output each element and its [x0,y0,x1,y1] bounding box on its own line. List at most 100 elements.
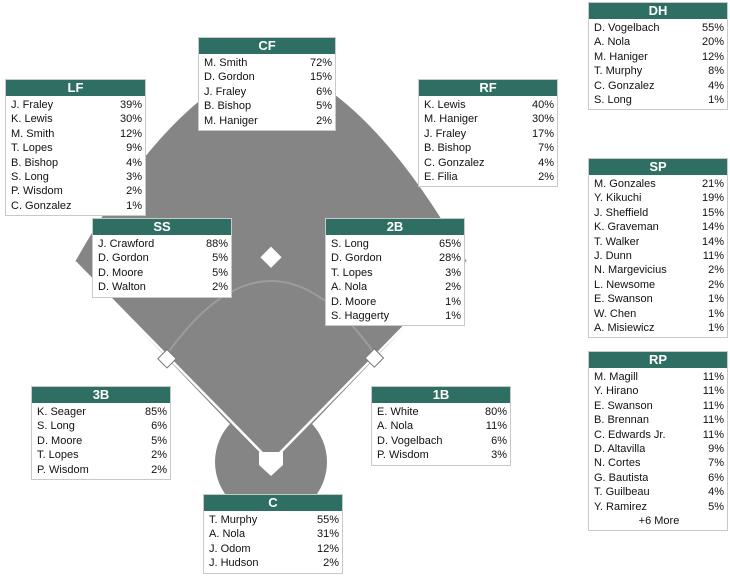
player-percentage: 6% [151,420,167,433]
player-list: K. Seager 85% S. Long 6% D. Moore 5% T. Lopes 2… [32,403,170,479]
player-row: M. Haniger 2% [204,114,332,128]
position-box-rf: RF K. Lewis 40% M. Haniger 30% J. Fraley 17% B… [418,79,558,188]
player-name: B. Bishop [204,100,252,113]
player-name: W. Chen [594,307,637,320]
player-name: K. Lewis [424,99,466,111]
player-row: A. Misiewicz 1% [594,321,724,335]
player-list: M. Magill 11% Y. Hirano 11% E. Swanson 11% B. … [589,368,727,530]
player-row: D. Moore 5% [37,434,167,448]
player-percentage: 4% [708,79,724,92]
position-box-2b: 2B S. Long 65% D. Gordon 28% T. Lopes 3% A. No… [325,218,465,327]
player-name: J. Hudson [209,557,259,570]
player-row: W. Chen 1% [594,307,724,321]
player-row: A. Nola 20% [594,35,724,49]
player-percentage: 2% [316,114,332,127]
player-list: S. Long 65% D. Gordon 28% T. Lopes 3% A. Nola 2… [326,235,464,325]
player-name: D. Gordon [98,252,149,265]
player-percentage: 7% [538,142,554,155]
player-list: T. Murphy 55% A. Nola 31% J. Odom 12% J. Hudso… [204,511,342,573]
player-list: J. Fraley 39% K. Lewis 30% M. Smith 12% T. Lop… [6,96,145,215]
player-name: C. Gonzalez [11,199,72,212]
player-row: S. Long 1% [594,93,724,107]
player-row: D. Gordon 28% [331,251,461,265]
player-row: D. Gordon 15% [204,70,332,84]
position-label: 2B [326,219,464,235]
player-percentage: 11% [702,250,724,263]
player-percentage: 5% [151,434,167,447]
player-row: M. Magill 11% [594,370,724,384]
player-name: K. Seager [37,406,86,418]
player-percentage: 11% [702,428,724,441]
player-row: T. Lopes 3% [331,266,461,280]
position-box-dh: DH D. Vogelbach 55% A. Nola 20% M. Haniger 12… [588,2,728,111]
player-name: J. Fraley [204,85,247,98]
player-row: J. Fraley 6% [204,85,332,99]
player-row: E. Filia 2% [424,170,554,184]
player-percentage: 3% [445,266,461,279]
player-row: A. Nola 11% [377,419,507,433]
player-name: M. Haniger [594,50,648,63]
player-name: D. Walton [98,281,146,294]
position-box-rp: RP M. Magill 11% Y. Hirano 11% E. Swanson 11%… [588,351,728,532]
player-row: D. Gordon 5% [98,251,228,265]
player-row: D. Walton 2% [98,280,228,294]
home-plate [259,452,283,476]
player-row: L. Newsome 2% [594,278,724,292]
position-label: LF [6,80,145,96]
player-percentage: 9% [126,142,142,155]
player-name: A. Nola [594,36,631,49]
player-name: S. Haggerty [331,310,390,323]
player-percentage: 31% [316,528,339,541]
player-name: P. Wisdom [11,185,63,198]
player-row: S. Long 6% [37,419,167,433]
player-name: Y. Hirano [594,385,639,398]
player-row: A. Nola 31% [209,527,339,541]
player-percentage: 6% [316,85,332,98]
player-row: S. Long 65% [331,237,461,251]
player-row: E. Swanson 1% [594,292,724,306]
player-row: T. Walker 14% [594,235,724,249]
player-name: M. Haniger [424,113,478,126]
player-name: J. Dunn [594,250,632,263]
player-row: C. Gonzalez 1% [11,199,142,213]
player-percentage: 65% [438,238,461,250]
player-percentage: 2% [151,463,167,476]
player-row: K. Lewis 30% [11,112,142,126]
player-percentage: 5% [708,500,724,513]
player-name: Y. Kikuchi [594,192,642,205]
player-list: J. Crawford 88% D. Gordon 5% D. Moore 5% D. Wa… [93,235,231,297]
player-row: J. Crawford 88% [98,237,228,251]
player-row: M. Haniger 30% [424,112,554,126]
position-box-cf: CF M. Smith 72% D. Gordon 15% J. Fraley 6% B. … [198,37,336,132]
player-name: T. Lopes [331,266,373,279]
player-percentage: 2% [445,281,461,294]
player-name: M. Haniger [204,114,258,127]
player-row: J. Fraley 39% [11,98,142,112]
player-name: T. Guilbeau [594,486,650,499]
player-percentage: 2% [126,185,142,198]
player-name: D. Altavilla [594,443,646,456]
player-percentage: 4% [126,156,142,169]
player-percentage: 88% [205,238,228,250]
player-row: K. Graveman 14% [594,220,724,234]
player-row: J. Fraley 17% [424,127,554,141]
player-row: B. Bishop 7% [424,141,554,155]
position-label: CF [199,38,335,54]
player-row: K. Lewis 40% [424,98,554,112]
player-list: K. Lewis 40% M. Haniger 30% J. Fraley 17% B. B… [419,96,557,186]
player-percentage: 1% [445,295,461,308]
position-label: SS [93,219,231,235]
player-row: S. Long 3% [11,170,142,184]
player-row: C. Gonzalez 4% [424,156,554,170]
player-row: P. Wisdom 2% [37,463,167,477]
player-name: E. Swanson [594,399,653,412]
player-row: G. Bautista 6% [594,471,724,485]
player-name: P. Wisdom [377,449,429,462]
player-name: E. Swanson [594,293,653,306]
player-percentage: 72% [309,57,332,69]
player-percentage: 40% [531,99,554,111]
player-percentage: 80% [484,406,507,418]
more-players-link[interactable]: +6 More [638,515,680,528]
player-percentage: 6% [708,471,724,484]
